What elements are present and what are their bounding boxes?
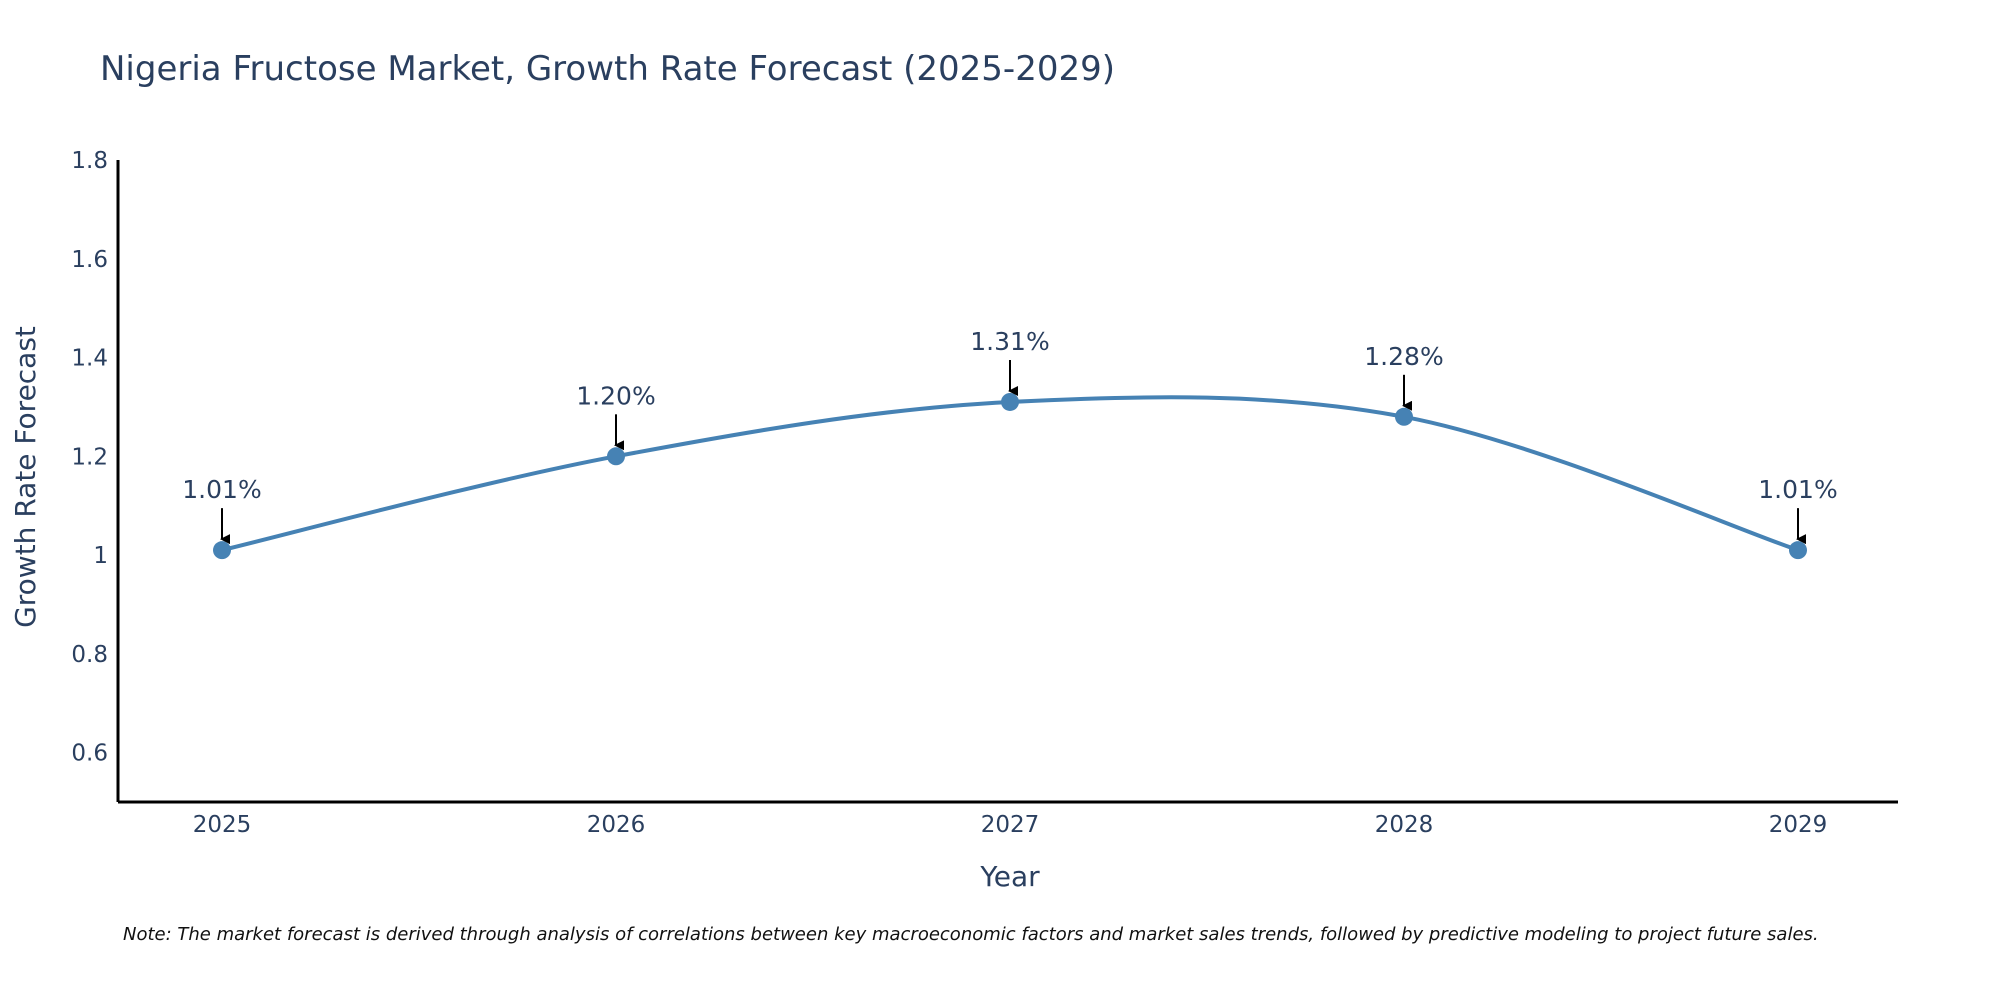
footnote: Note: The market forecast is derived thr…: [123, 924, 1819, 945]
data-point: [213, 541, 231, 560]
data-label: 1.01%: [182, 475, 261, 504]
y-tick-label: 0.6: [71, 741, 108, 767]
y-tick-label: 1.4: [71, 346, 108, 372]
chart-title: Nigeria Fructose Market, Growth Rate For…: [100, 49, 1115, 89]
data-point: [1395, 407, 1413, 426]
y-tick-label: 1.8: [71, 148, 108, 174]
y-axis-title: Growth Rate Forecast: [9, 326, 42, 628]
x-tick-label: 2029: [1769, 812, 1828, 838]
data-label: 1.28%: [1364, 342, 1443, 371]
data-point: [607, 447, 625, 466]
data-point: [1001, 392, 1019, 411]
data-label: 1.01%: [1758, 475, 1837, 504]
y-tick-label: 1.2: [71, 444, 108, 470]
x-tick-label: 2025: [193, 812, 252, 838]
x-tick-label: 2028: [1375, 812, 1434, 838]
series-line: [221, 395, 1799, 553]
data-labels: 1.01% 1.20% 1.31% 1.28% 1.01%: [182, 327, 1838, 545]
y-tick-label: 0.8: [71, 642, 108, 668]
y-axis-ticks: 0.6 0.8 1 1.2 1.4 1.6 1.8: [71, 148, 108, 767]
x-tick-label: 2026: [587, 812, 646, 838]
y-tick-label: 1.6: [71, 247, 108, 273]
data-points: [213, 392, 1807, 560]
y-tick-label: 1: [93, 543, 108, 569]
x-axis-ticks: 2025 2026 2027 2028 2029: [193, 812, 1828, 838]
x-axis-title: Year: [979, 860, 1040, 893]
x-tick-label: 2027: [981, 812, 1040, 838]
data-label: 1.31%: [970, 327, 1049, 356]
data-point: [1789, 541, 1807, 560]
data-label: 1.20%: [576, 381, 655, 410]
